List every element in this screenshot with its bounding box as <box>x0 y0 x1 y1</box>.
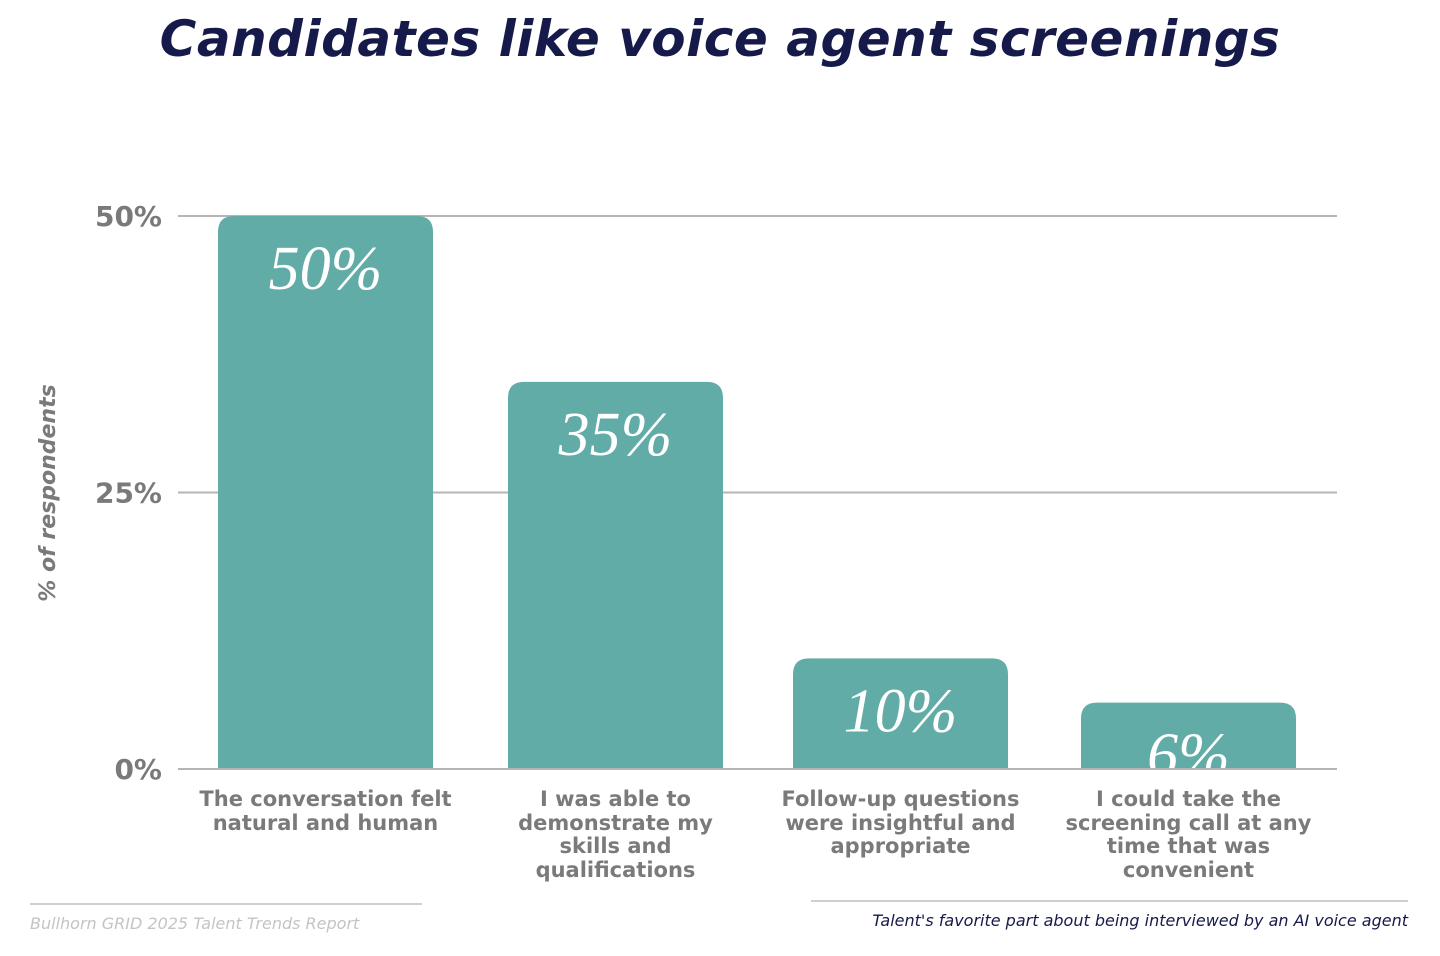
bar-value-label: 10% <box>844 677 958 745</box>
x-category-label: The conversation felt natural and human <box>199 787 452 835</box>
y-axis-label: % of respondents <box>36 384 61 601</box>
bar-value-label: 50% <box>269 235 383 303</box>
y-tick-label: 0% <box>114 753 162 786</box>
chart-title: Candidates like voice agent screenings <box>159 10 1281 68</box>
x-category-label: I could take the screening call at any t… <box>1065 787 1312 882</box>
footer-rule-right <box>811 900 1408 902</box>
bar-value-label: 6% <box>1147 722 1230 790</box>
x-category-label: Follow-up questions were insightful and … <box>781 787 1020 858</box>
source-text: Bullhorn GRID 2025 Talent Trends Report <box>30 914 360 933</box>
y-tick-label: 25% <box>95 477 162 510</box>
bar <box>218 216 433 769</box>
bar <box>1081 702 1296 769</box>
y-tick-label: 50% <box>95 200 162 233</box>
bar <box>793 658 1008 769</box>
footer-rule-left <box>30 903 422 905</box>
caption-text: Talent's favorite part about being inter… <box>872 911 1408 930</box>
x-category-label: I was able to demonstrate my skills and … <box>518 787 713 882</box>
bar-value-label: 35% <box>558 401 673 469</box>
bar <box>508 381 723 769</box>
